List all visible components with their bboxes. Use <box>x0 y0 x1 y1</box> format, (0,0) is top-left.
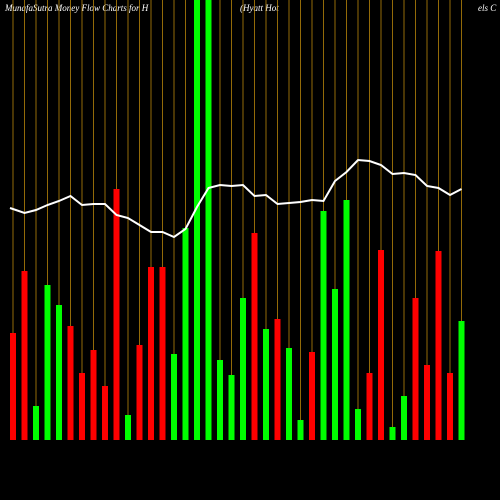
bar <box>366 373 373 440</box>
bar <box>240 298 246 440</box>
bar <box>136 345 143 440</box>
bar <box>274 319 281 440</box>
bar <box>320 211 327 440</box>
bar <box>286 348 292 440</box>
bar <box>251 233 258 440</box>
bar <box>412 298 419 440</box>
bar <box>424 365 430 440</box>
bar <box>159 267 166 440</box>
bar <box>44 285 51 440</box>
bar <box>263 329 269 440</box>
bar <box>435 251 442 440</box>
bar <box>355 409 361 440</box>
bar <box>171 354 177 440</box>
bar <box>297 420 304 440</box>
bar <box>217 360 223 440</box>
bar <box>458 321 465 440</box>
bar <box>447 373 453 440</box>
bar <box>56 305 62 440</box>
chart-title: MunafaSutra Money Flow Charts for H <box>4 3 149 13</box>
chart-title: (Hyatt Hot <box>240 3 279 13</box>
bar <box>10 333 16 440</box>
bar <box>205 0 212 440</box>
bar <box>113 189 120 440</box>
bar <box>67 326 74 440</box>
bar <box>343 200 350 440</box>
bar <box>33 406 39 440</box>
bar <box>148 267 154 440</box>
bar <box>102 386 108 440</box>
bar <box>332 289 338 440</box>
bar <box>90 350 97 440</box>
bar <box>378 250 384 440</box>
chart-title: els C <box>478 3 497 13</box>
bar <box>309 352 315 440</box>
bar <box>21 271 28 440</box>
bar <box>228 375 235 440</box>
money-flow-line <box>9 158 462 239</box>
bar <box>125 415 131 440</box>
bar <box>79 373 85 440</box>
bar <box>401 396 407 440</box>
bar <box>389 427 396 440</box>
bar <box>182 228 189 440</box>
bar <box>194 0 200 440</box>
